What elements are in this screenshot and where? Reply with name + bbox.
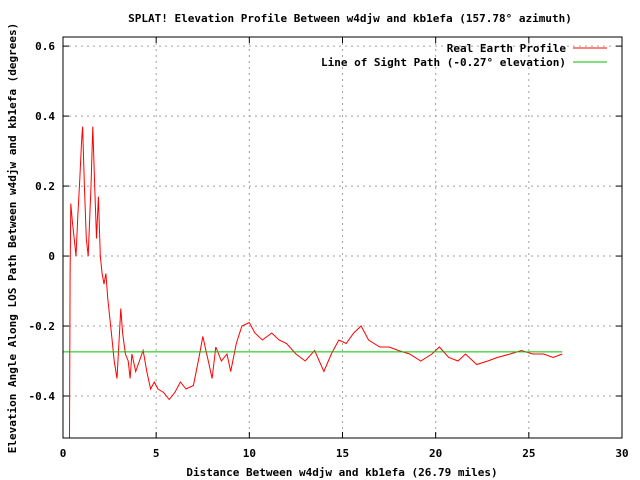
grid (63, 37, 622, 438)
x-tick-label: 10 (243, 447, 256, 460)
x-tick-label: 20 (429, 447, 442, 460)
y-axis-label: Elevation Angle Along LOS Path Between w… (6, 23, 19, 453)
y-tick-label: 0.6 (35, 40, 55, 53)
x-tick-label: 5 (153, 447, 160, 460)
series-group (63, 126, 563, 439)
y-tick-label: -0.4 (29, 390, 56, 403)
legend-label-real-earth: Real Earth Profile (447, 42, 567, 55)
x-tick-label: 30 (615, 447, 628, 460)
x-tick-label: 0 (60, 447, 67, 460)
x-tick-label: 15 (336, 447, 349, 460)
legend-label-los: Line of Sight Path (-0.27° elevation) (321, 56, 566, 69)
y-tick-label: 0 (48, 250, 55, 263)
series-real-earth-profile (69, 126, 563, 439)
y-tick-label: -0.2 (29, 320, 56, 333)
y-tick-label: 0.4 (35, 110, 55, 123)
chart-title: SPLAT! Elevation Profile Between w4djw a… (128, 12, 572, 25)
plot-frame (62, 36, 623, 439)
legend: Real Earth Profile Line of Sight Path (-… (321, 42, 607, 69)
x-axis-label: Distance Between w4djw and kb1efa (26.79… (186, 466, 497, 479)
x-tick-label: 25 (522, 447, 535, 460)
y-tick-label: 0.2 (35, 180, 55, 193)
